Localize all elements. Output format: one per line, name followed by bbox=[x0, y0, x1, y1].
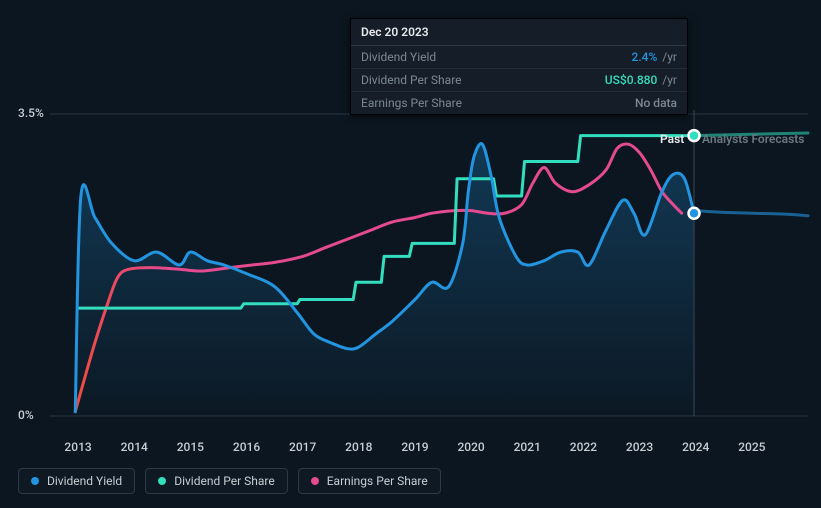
past-label: Past bbox=[660, 132, 684, 146]
tooltip-key: Earnings Per Share bbox=[361, 96, 462, 110]
legend-label: Earnings Per Share bbox=[327, 474, 428, 488]
x-tick-label: 2024 bbox=[682, 440, 709, 454]
tooltip-row: Dividend Yield 2.4% /yr bbox=[351, 46, 687, 69]
tooltip-value: No data bbox=[635, 96, 677, 110]
legend-label: Dividend Yield bbox=[47, 474, 122, 488]
legend-label: Dividend Per Share bbox=[174, 474, 275, 488]
legend-item-earnings-per-share[interactable]: Earnings Per Share bbox=[298, 468, 441, 494]
x-tick-label: 2023 bbox=[626, 440, 653, 454]
tooltip-date: Dec 20 2023 bbox=[351, 19, 687, 46]
x-tick-label: 2022 bbox=[570, 440, 597, 454]
x-tick-label: 2021 bbox=[514, 440, 541, 454]
x-tick-label: 2015 bbox=[177, 440, 204, 454]
tooltip-row: Dividend Per Share US$0.880 /yr bbox=[351, 69, 687, 92]
y-tick-label: 0% bbox=[18, 408, 34, 422]
chart-tooltip: Dec 20 2023 Dividend Yield2.4% /yrDivide… bbox=[350, 18, 688, 115]
x-tick-label: 2020 bbox=[457, 440, 484, 454]
legend-dot-icon bbox=[311, 477, 319, 485]
x-tick-label: 2018 bbox=[345, 440, 372, 454]
legend-item-dividend-per-share[interactable]: Dividend Per Share bbox=[145, 468, 288, 494]
legend-item-dividend-yield[interactable]: Dividend Yield bbox=[18, 468, 135, 494]
x-tick-label: 2016 bbox=[233, 440, 260, 454]
tooltip-key: Dividend Per Share bbox=[361, 73, 462, 87]
x-tick-label: 2014 bbox=[121, 440, 148, 454]
y-tick-label: 3.5% bbox=[18, 106, 44, 120]
dividend-chart: 0% 3.5% 2013 2014 2015 2016 2017 2018 2019 2020 2… bbox=[0, 0, 821, 508]
tooltip-value: 2.4% /yr bbox=[632, 50, 677, 64]
x-tick-label: 2025 bbox=[738, 440, 765, 454]
chart-legend: Dividend Yield Dividend Per Share Earnings… bbox=[18, 468, 441, 494]
analysts-forecasts-label: Analysts Forecasts bbox=[702, 132, 804, 146]
legend-dot-icon bbox=[158, 477, 166, 485]
x-tick-label: 2019 bbox=[401, 440, 428, 454]
tooltip-value: US$0.880 /yr bbox=[605, 73, 677, 87]
tooltip-key: Dividend Yield bbox=[361, 50, 436, 64]
legend-dot-icon bbox=[31, 477, 39, 485]
tooltip-row: Earnings Per Share No data bbox=[351, 92, 687, 114]
x-tick-label: 2013 bbox=[64, 440, 91, 454]
x-tick-label: 2017 bbox=[289, 440, 316, 454]
